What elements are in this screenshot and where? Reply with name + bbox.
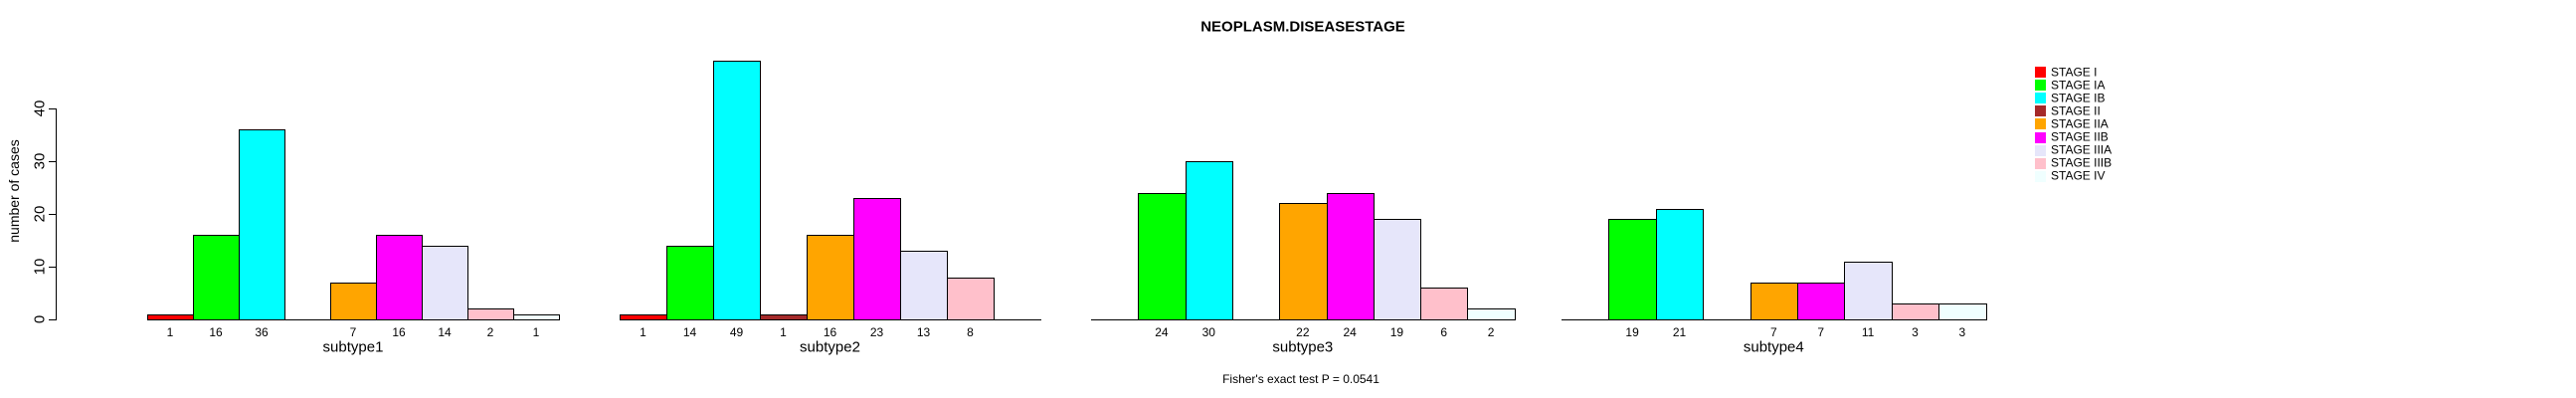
bar: [1797, 283, 1845, 320]
bar: [1279, 203, 1328, 320]
bar: [1374, 219, 1421, 320]
bar: [666, 246, 714, 320]
legend-label: STAGE I: [2051, 65, 2098, 79]
bar-value-label: 30: [1201, 325, 1215, 339]
legend-label: STAGE IV: [2051, 168, 2106, 183]
bar-value-label: 1: [640, 325, 646, 339]
bar-value-label: 24: [1343, 325, 1357, 339]
legend-label: STAGE IB: [2051, 91, 2106, 105]
bar-value-label: 23: [869, 325, 884, 339]
bar: [947, 278, 995, 320]
bar-value-label: 3: [1958, 325, 1966, 339]
group-label: subtype3: [1272, 338, 1334, 356]
y-tick-label: 10: [31, 258, 49, 276]
bar-value-label: 36: [255, 325, 269, 339]
legend-label: STAGE IIB: [2051, 129, 2109, 144]
bar: [1327, 193, 1375, 320]
bar-value-label: 19: [1389, 325, 1404, 339]
group-label: subtype4: [1743, 338, 1804, 356]
bar-value-label: 2: [486, 325, 494, 339]
legend-swatch: [2035, 144, 2046, 156]
y-tick: [49, 108, 56, 109]
bar: [193, 235, 240, 320]
bar-value-label: 16: [823, 325, 837, 339]
bar: [900, 251, 948, 320]
bar: [147, 314, 194, 320]
y-tick: [49, 319, 56, 320]
legend-label: STAGE IIA: [2051, 116, 2109, 131]
legend-swatch: [2035, 105, 2046, 117]
bar: [853, 198, 901, 320]
bar: [330, 283, 377, 320]
bar-value-label: 49: [729, 325, 744, 339]
group-label: subtype2: [800, 338, 860, 356]
y-tick-label: 20: [31, 205, 49, 223]
bar-value-label: 14: [438, 325, 452, 339]
bar: [1467, 308, 1516, 320]
bar: [239, 129, 285, 320]
bar: [760, 314, 808, 320]
bar: [1938, 303, 1987, 320]
bar: [1656, 209, 1704, 320]
y-tick-label: 30: [31, 152, 49, 170]
y-axis-label: number of cases: [6, 139, 22, 243]
bar-value-label: 7: [349, 325, 357, 339]
bar-value-label: 8: [967, 325, 974, 339]
legend-swatch: [2035, 157, 2046, 169]
legend-swatch: [2035, 118, 2046, 130]
bar: [467, 308, 514, 320]
bar-value-label: 7: [1817, 325, 1825, 339]
bar-value-label: 1: [532, 325, 540, 339]
y-tick: [49, 161, 56, 162]
bar-value-label: 1: [166, 325, 174, 339]
bar-value-label: 13: [916, 325, 931, 339]
y-tick-label: 0: [31, 314, 49, 324]
bar-value-label: 21: [1672, 325, 1687, 339]
legend-label: STAGE IIIA: [2051, 142, 2113, 157]
bar: [1608, 219, 1657, 320]
y-axis-line: [56, 108, 57, 320]
bar-value-label: 7: [1769, 325, 1777, 339]
bar-value-label: 3: [1912, 325, 1919, 339]
legend-swatch: [2035, 131, 2046, 143]
y-tick: [49, 267, 56, 268]
bar-value-label: 11: [1861, 325, 1875, 339]
legend-label: STAGE II: [2051, 103, 2101, 118]
group-label: subtype1: [322, 338, 384, 356]
bar: [422, 246, 468, 320]
bar-value-label: 6: [1440, 325, 1448, 339]
chart-title: NEOPLASM.DISEASESTAGE: [1200, 18, 1405, 36]
legend-label: STAGE IA: [2051, 78, 2106, 93]
y-tick: [49, 214, 56, 215]
bar: [1892, 303, 1939, 320]
bar: [1420, 288, 1468, 320]
legend-swatch: [2035, 170, 2046, 182]
y-tick-label: 40: [31, 100, 49, 117]
bar: [807, 235, 854, 320]
bar-value-label: 24: [1155, 325, 1169, 339]
legend-swatch: [2035, 67, 2046, 78]
bar: [1138, 193, 1187, 320]
bar: [1750, 283, 1798, 320]
bar-value-label: 2: [1487, 325, 1495, 339]
bar: [620, 314, 667, 320]
bar: [1844, 262, 1893, 320]
bar-value-label: 16: [209, 325, 223, 339]
bar-value-label: 22: [1296, 325, 1310, 339]
bar-value-label: 16: [392, 325, 406, 339]
bar-value-label: 14: [682, 325, 697, 339]
legend-label: STAGE IIIB: [2051, 155, 2113, 170]
bar-value-label: 1: [780, 325, 787, 339]
bar: [1186, 161, 1233, 320]
legend-swatch: [2035, 93, 2046, 104]
bar: [513, 314, 560, 320]
stats-annotation: Fisher's exact test P = 0.0541: [1222, 372, 1380, 386]
legend-swatch: [2035, 80, 2046, 92]
bar: [713, 61, 761, 320]
bar: [376, 235, 423, 320]
bar-value-label: 19: [1625, 325, 1639, 339]
